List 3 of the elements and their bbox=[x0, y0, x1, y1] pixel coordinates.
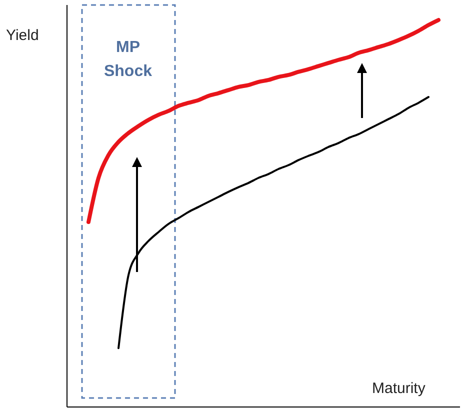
y-axis-title: Yield bbox=[6, 27, 39, 44]
annotation: MP Shock bbox=[104, 39, 152, 80]
x-axis-title: Maturity bbox=[372, 380, 426, 397]
